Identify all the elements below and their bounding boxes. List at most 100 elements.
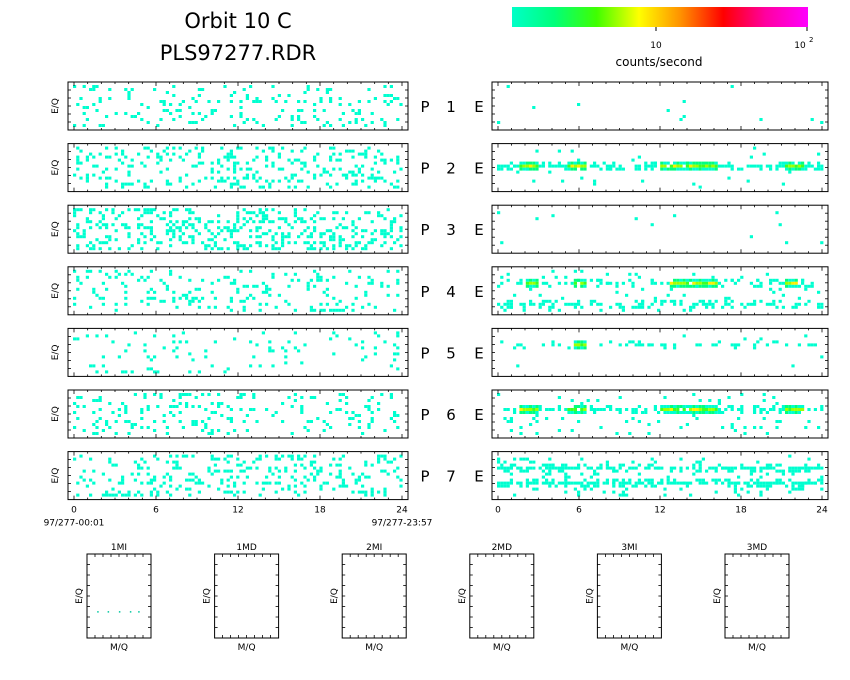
heatmap-cell bbox=[364, 493, 368, 497]
heatmap-cell bbox=[293, 469, 297, 473]
heatmap-cell bbox=[698, 164, 702, 168]
heatmap-cell bbox=[325, 423, 329, 426]
heatmap-cell bbox=[242, 393, 246, 396]
heatmap-cell bbox=[335, 226, 339, 230]
heatmap-cell bbox=[396, 238, 400, 242]
heatmap-cell bbox=[287, 232, 291, 236]
heatmap-cell bbox=[111, 211, 115, 215]
heatmap-cell bbox=[348, 121, 352, 124]
heatmap-cell bbox=[335, 182, 339, 186]
heatmap-cell bbox=[618, 396, 622, 399]
heatmap-cell bbox=[313, 220, 317, 224]
heatmap-cell bbox=[383, 161, 387, 165]
heatmap-cell bbox=[769, 466, 773, 470]
heatmap-cell bbox=[133, 393, 137, 396]
heatmap-cell bbox=[76, 417, 80, 420]
heatmap-cell bbox=[650, 343, 654, 347]
heatmap-cell bbox=[165, 167, 169, 171]
heatmap-cell bbox=[377, 170, 381, 174]
heatmap-cell bbox=[181, 158, 185, 162]
heatmap-cell bbox=[319, 173, 323, 177]
heatmap-cell bbox=[647, 463, 651, 467]
heatmap-cell bbox=[335, 463, 339, 467]
heatmap-cell bbox=[804, 466, 808, 470]
heatmap-cell bbox=[765, 487, 769, 491]
heatmap-cell bbox=[249, 269, 253, 273]
heatmap-cell bbox=[108, 155, 112, 159]
heatmap-cell bbox=[513, 463, 517, 467]
heatmap-cell bbox=[73, 214, 77, 218]
heatmap-cell bbox=[666, 478, 670, 482]
heatmap-cell bbox=[389, 417, 393, 420]
heatmap-cell bbox=[210, 232, 214, 236]
heatmap-cell bbox=[389, 182, 393, 186]
heatmap-cell bbox=[73, 211, 77, 215]
heatmap-cell bbox=[236, 463, 240, 467]
heatmap-cell bbox=[322, 308, 326, 312]
heatmap-cell bbox=[813, 466, 817, 470]
heatmap-cell bbox=[268, 349, 272, 353]
heatmap-cell bbox=[293, 490, 297, 494]
heatmap-cell bbox=[284, 355, 288, 359]
heatmap-cell bbox=[679, 457, 683, 461]
heatmap-cell bbox=[813, 343, 817, 347]
heatmap-cell bbox=[373, 352, 377, 356]
heatmap-cell bbox=[127, 432, 131, 435]
heatmap-cell bbox=[599, 466, 603, 470]
heatmap-cell bbox=[820, 487, 824, 491]
heatmap-cell bbox=[820, 355, 824, 359]
heatmap-cell bbox=[332, 238, 336, 242]
heatmap-cell bbox=[708, 399, 712, 402]
heatmap-cell bbox=[791, 408, 795, 411]
heatmap-cell bbox=[242, 490, 246, 494]
heatmap-cell bbox=[249, 235, 253, 239]
heatmap-cell bbox=[367, 146, 371, 150]
panel-label-number: 4 bbox=[446, 283, 456, 301]
heatmap-cell bbox=[191, 472, 195, 476]
heatmap-cell bbox=[92, 155, 96, 159]
heatmap-cell bbox=[140, 457, 144, 461]
heatmap-cell bbox=[377, 454, 381, 458]
heatmap-cell bbox=[319, 235, 323, 239]
heatmap-cell bbox=[692, 414, 696, 417]
heatmap-cell bbox=[229, 235, 233, 239]
heatmap-cell bbox=[236, 229, 240, 233]
heatmap-cell bbox=[650, 164, 654, 168]
heatmap-cell bbox=[602, 161, 606, 165]
heatmap-cell bbox=[794, 405, 798, 408]
heatmap-cell bbox=[133, 331, 137, 335]
panel-row-4: E/Q P 4 E bbox=[51, 266, 829, 316]
small-panel-point bbox=[129, 611, 132, 613]
heatmap-cell bbox=[605, 405, 609, 408]
heatmap-cell bbox=[685, 481, 689, 485]
heatmap-cell bbox=[357, 100, 361, 103]
heatmap-cell bbox=[637, 275, 641, 279]
heatmap-cell bbox=[124, 349, 128, 353]
heatmap-cell bbox=[714, 164, 718, 168]
heatmap-cell bbox=[217, 158, 221, 162]
heatmap-cell bbox=[268, 469, 272, 473]
heatmap-cell bbox=[807, 457, 811, 461]
heatmap-cell bbox=[341, 226, 345, 230]
heatmap-cell bbox=[95, 399, 99, 402]
heatmap-cell bbox=[666, 475, 670, 479]
heatmap-cell bbox=[181, 454, 185, 458]
heatmap-cell bbox=[197, 370, 201, 374]
heatmap-cell bbox=[759, 167, 763, 171]
heatmap-cell bbox=[124, 223, 128, 227]
heatmap-cell bbox=[197, 155, 201, 159]
heatmap-cell bbox=[351, 302, 355, 306]
panel-label-p: P bbox=[420, 283, 429, 301]
heatmap-cell bbox=[615, 469, 619, 473]
heatmap-cell bbox=[749, 469, 753, 473]
heatmap-cell bbox=[188, 149, 192, 153]
heatmap-cell bbox=[217, 170, 221, 174]
heatmap-cell bbox=[92, 103, 96, 106]
heatmap-cell bbox=[377, 334, 381, 338]
heatmap-cell bbox=[140, 232, 144, 236]
heatmap-cell bbox=[367, 211, 371, 215]
heatmap-cell bbox=[76, 235, 80, 239]
heatmap-cell bbox=[396, 331, 400, 335]
heatmap-cell bbox=[380, 229, 384, 233]
